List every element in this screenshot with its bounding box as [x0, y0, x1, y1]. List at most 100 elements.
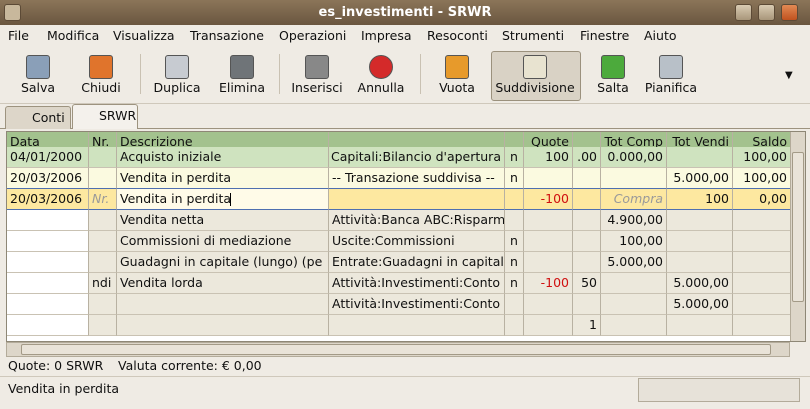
register: Data Nr. Descrizione Quote Tot Comp Tot Vendi… [6, 131, 806, 342]
register-cell: -100 [524, 273, 573, 294]
register-cell [89, 315, 117, 336]
register-cell: 100,00 [733, 147, 791, 168]
separator [420, 54, 421, 94]
register-cell: 20/03/2006 [7, 168, 89, 189]
register-cell: Attività:Investimenti:Conto [329, 294, 505, 315]
tool-icon[interactable] [445, 55, 469, 79]
register-cell [7, 273, 89, 294]
tool-label[interactable]: Chiudi [81, 80, 121, 95]
register-cell [573, 231, 601, 252]
tab-line [0, 128, 810, 129]
register-cell: n [505, 147, 524, 168]
window-menu[interactable] [4, 4, 21, 21]
register-cell: 4.900,00 [601, 210, 667, 231]
register-cell [601, 294, 667, 315]
tool-label[interactable]: Annulla [357, 80, 405, 95]
menu-item[interactable]: Transazione [190, 28, 264, 43]
register-cell [505, 315, 524, 336]
tab[interactable]: SRWR [72, 104, 138, 129]
menu-item[interactable]: File [8, 28, 29, 43]
register-cell: 0.000,00 [601, 147, 667, 168]
register-cell[interactable]: -100 [524, 189, 573, 210]
menu-item[interactable]: Strumenti [502, 28, 565, 43]
menu-item[interactable]: Finestre [580, 28, 630, 43]
tab[interactable]: Conti [5, 106, 71, 129]
register-cell [573, 168, 601, 189]
register-cell: n [505, 252, 524, 273]
register-cell: ndi [89, 273, 117, 294]
register-cell[interactable] [573, 189, 601, 210]
tool-icon[interactable] [230, 55, 254, 79]
tool-label[interactable]: Elimina [218, 80, 266, 95]
tool-label[interactable]: Inserisci [291, 80, 343, 95]
register-cell [601, 315, 667, 336]
register-cell [89, 147, 117, 168]
register-cell: Uscite:Commissioni [329, 231, 505, 252]
register-cell [524, 294, 573, 315]
register-cell: Acquisto iniziale [117, 147, 329, 168]
register-cell [7, 231, 89, 252]
menu-item[interactable]: Visualizza [113, 28, 175, 43]
register-cell[interactable]: 100 [667, 189, 733, 210]
menu-item[interactable]: Operazioni [279, 28, 347, 43]
menu-item[interactable]: Resoconti [427, 28, 488, 43]
tool-icon[interactable] [659, 55, 683, 79]
register-cell [733, 273, 791, 294]
register-cell [667, 147, 733, 168]
register-cell [573, 210, 601, 231]
register-cell: Vendita in perdita [117, 168, 329, 189]
tool-icon[interactable] [369, 55, 393, 79]
h-thumb[interactable] [21, 344, 771, 355]
tool-label[interactable]: Salva [20, 80, 56, 95]
tool-icon[interactable] [89, 55, 113, 79]
tool-label[interactable]: Pianifica [644, 80, 698, 95]
register-cell [733, 210, 791, 231]
register-cell: 50 [573, 273, 601, 294]
register-cell: n [505, 231, 524, 252]
v-scrollbar[interactable] [790, 132, 805, 341]
register-cell[interactable]: Compra [601, 189, 667, 210]
register-cell[interactable]: 0,00 [733, 189, 791, 210]
register-cell [89, 231, 117, 252]
tool-label[interactable]: Vuota [439, 80, 475, 95]
tool-label[interactable]: Duplica [153, 80, 201, 95]
register-cell: Guadagni in capitale (lungo) (pe [117, 252, 329, 273]
register-cell: 100 [524, 147, 573, 168]
h-scrollbar[interactable] [6, 342, 790, 357]
menu-item[interactable]: Modifica [47, 28, 100, 43]
register-cell[interactable]: Nr. [89, 189, 117, 210]
tool-icon[interactable] [601, 55, 625, 79]
close[interactable] [781, 4, 798, 21]
register-cell[interactable] [329, 189, 505, 210]
register-cell [505, 210, 524, 231]
menu-item[interactable]: Aiuto [644, 28, 677, 43]
register-cell [89, 252, 117, 273]
minimize[interactable] [735, 4, 752, 21]
register-cell[interactable] [505, 189, 524, 210]
tool-icon[interactable] [165, 55, 189, 79]
register-cell [329, 315, 505, 336]
register-cell: Attività:Investimenti:Conto [329, 273, 505, 294]
window-title: es_investimenti - SRWR [318, 5, 492, 20]
v-thumb[interactable] [792, 152, 804, 302]
register-cell [733, 252, 791, 273]
register-cell: Commissioni di mediazione [117, 231, 329, 252]
register-cell: 5.000,00 [601, 252, 667, 273]
register-cell [667, 315, 733, 336]
toolbar-overflow[interactable]: ▼ [785, 70, 793, 81]
register-cell[interactable]: Vendita in perdita [117, 189, 329, 210]
tool-icon[interactable] [26, 55, 50, 79]
register-cell [667, 231, 733, 252]
register-cell: Attività:Banca ABC:Risparmi [329, 210, 505, 231]
maximize[interactable] [758, 4, 775, 21]
menu-item[interactable]: Impresa [361, 28, 412, 43]
tool-label[interactable]: Suddivisione [495, 80, 575, 95]
toolbar [0, 47, 810, 104]
tool-label[interactable]: Salta [597, 80, 629, 95]
register-cell: Vendita netta [117, 210, 329, 231]
register-cell [524, 231, 573, 252]
tool-icon[interactable] [523, 55, 547, 79]
register-cell [573, 252, 601, 273]
tool-icon[interactable] [305, 55, 329, 79]
register-cell[interactable]: 20/03/2006 [7, 189, 89, 210]
